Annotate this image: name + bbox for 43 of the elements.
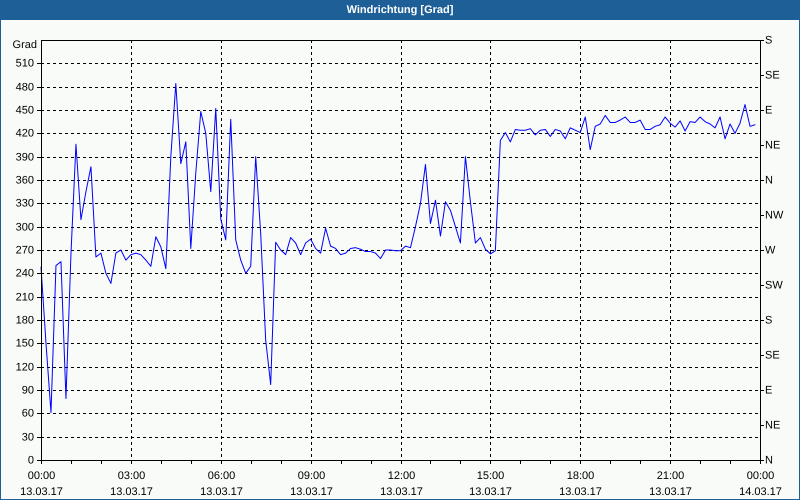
category-label: W xyxy=(765,244,776,256)
category-label: SE xyxy=(765,70,780,82)
line-series xyxy=(40,83,756,414)
category-label: SE xyxy=(765,350,780,362)
y-tick-label: 270 xyxy=(16,244,34,256)
category-label: NE xyxy=(765,140,780,152)
y-tick-label: 0 xyxy=(28,454,34,466)
category-label: S xyxy=(765,34,772,46)
category-label: E xyxy=(765,384,772,396)
y-tick-label: 150 xyxy=(16,338,34,350)
x-tick-label: 06:00 13.03.17 xyxy=(200,470,243,498)
x-tick-label: 03:00 13.03.17 xyxy=(110,470,153,498)
category-label: NW xyxy=(765,210,784,222)
y-tick-label: 180 xyxy=(16,314,34,326)
y-tick-label: 390 xyxy=(16,152,34,164)
x-tick-label: 00:00 13.03.17 xyxy=(20,470,63,498)
x-tick-label: 18:00 13.03.17 xyxy=(559,470,602,498)
category-label: N xyxy=(765,174,773,186)
y-tick-label: 240 xyxy=(16,268,34,280)
chart-title: Windrichtung [Grad] xyxy=(346,4,454,16)
x-tick-label: 21:00 13.03.17 xyxy=(649,470,692,498)
x-tick-label: 09:00 13.03.17 xyxy=(290,470,333,498)
y-axis-title: Grad xyxy=(12,39,37,51)
y-tick-label: 120 xyxy=(16,362,34,374)
y-tick-label: 420 xyxy=(16,128,34,140)
y-tick-label: 60 xyxy=(22,408,34,420)
y-tick-label: 210 xyxy=(16,292,34,304)
y-tick-label: 360 xyxy=(16,174,34,186)
category-label: E xyxy=(765,104,772,116)
x-tick-label: 12:00 13.03.17 xyxy=(380,470,423,498)
y-tick-label: 480 xyxy=(16,82,34,94)
category-label: SW xyxy=(765,280,783,292)
x-tick-label: 15:00 13.03.17 xyxy=(469,470,512,498)
y-tick-label: 30 xyxy=(22,432,34,444)
category-label: NE xyxy=(765,420,780,432)
category-label: N xyxy=(765,454,773,466)
x-tick-label: 00:00 14.03.17 xyxy=(739,470,782,498)
y-tick-label: 450 xyxy=(16,104,34,116)
y-tick-label: 90 xyxy=(22,384,34,396)
y-tick-label: 330 xyxy=(16,198,34,210)
category-label: S xyxy=(765,314,772,326)
y-tick-label: 510 xyxy=(16,58,34,70)
y-tick-label: 300 xyxy=(16,222,34,234)
